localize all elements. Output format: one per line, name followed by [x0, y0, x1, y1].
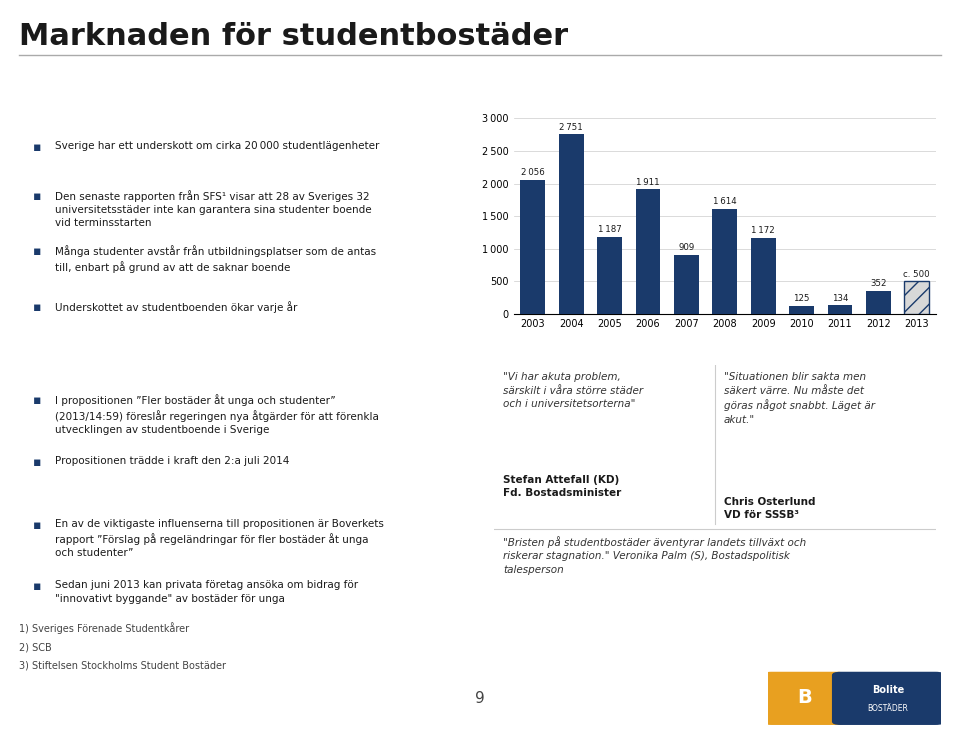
Text: "Bristen på studentbostäder äventyrar landets tillväxt och
riskerar stagnation.": "Bristen på studentbostäder äventyrar la… — [503, 537, 806, 575]
Text: 1 614: 1 614 — [713, 197, 736, 206]
Text: ▪: ▪ — [33, 580, 41, 593]
Text: 1) Sveriges Förenade Studentkårer: 1) Sveriges Förenade Studentkårer — [19, 622, 189, 634]
Bar — [828, 305, 852, 314]
Bar — [674, 255, 699, 314]
Text: "Vi har akuta problem,
särskilt i våra större städer
och i universitetsorterna": "Vi har akuta problem, särskilt i våra s… — [503, 372, 643, 409]
FancyBboxPatch shape — [832, 672, 945, 725]
Text: ▪: ▪ — [33, 395, 41, 407]
Text: Chris Osterlund
VD för SSSB³: Chris Osterlund VD för SSSB³ — [724, 497, 816, 520]
Text: 1 187: 1 187 — [598, 225, 621, 234]
Text: I propositionen ”Fler bostäder åt unga och studenter”
(2013/14:59) föreslår rege: I propositionen ”Fler bostäder åt unga o… — [55, 395, 378, 435]
Bar — [520, 180, 545, 314]
Text: Sverige har ett underskott om cirka 20 000 studentlägenheter: Sverige har ett underskott om cirka 20 0… — [55, 140, 379, 151]
Text: "Situationen blir sakta men
säkert värre. Nu måste det
göras något snabbt. Läget: "Situationen blir sakta men säkert värre… — [724, 372, 875, 425]
Bar — [904, 282, 929, 314]
Text: Bakgrund: Bakgrund — [195, 86, 285, 104]
Text: Marknaden för studentbostäder: Marknaden för studentbostäder — [19, 22, 568, 51]
Text: 909: 909 — [679, 243, 694, 252]
Text: ▪: ▪ — [33, 455, 41, 469]
Text: BOSTÄDER: BOSTÄDER — [868, 704, 908, 713]
Text: Politiska kommentarer: Politiska kommentarer — [609, 336, 822, 353]
Text: Den senaste rapporten från SFS¹ visar att 28 av Sveriges 32
universitetsstäder i: Den senaste rapporten från SFS¹ visar at… — [55, 190, 372, 228]
Text: 134: 134 — [831, 293, 849, 303]
Text: 125: 125 — [793, 294, 810, 303]
Text: Underskottet av studentboenden ökar varje år: Underskottet av studentboenden ökar varj… — [55, 301, 297, 313]
Text: Många studenter avstår från utbildningsplatser som de antas
till, enbart på grun: Många studenter avstår från utbildningsp… — [55, 245, 375, 273]
Text: ▪: ▪ — [33, 301, 41, 314]
Text: ▪: ▪ — [33, 520, 41, 532]
Text: 352: 352 — [870, 279, 887, 288]
Bar — [751, 237, 776, 314]
Text: 2 751: 2 751 — [560, 123, 583, 132]
Text: Propositionen trädde i kraft den 2:a juli 2014: Propositionen trädde i kraft den 2:a jul… — [55, 455, 289, 466]
FancyBboxPatch shape — [763, 672, 846, 725]
Text: c. 500: c. 500 — [903, 270, 930, 279]
Text: Stefan Attefall (KD)
Fd. Bostadsminister: Stefan Attefall (KD) Fd. Bostadsminister — [503, 475, 621, 498]
Text: ▪: ▪ — [33, 140, 41, 154]
Bar — [636, 189, 660, 314]
Text: Färdigställda studentbostäder²: Färdigställda studentbostäder² — [569, 86, 861, 104]
Text: Sedan juni 2013 kan privata företag ansöka om bidrag för
"innovativt byggande" a: Sedan juni 2013 kan privata företag ansö… — [55, 580, 358, 604]
Text: 9: 9 — [475, 691, 485, 706]
Text: ▪: ▪ — [33, 245, 41, 259]
Text: B: B — [797, 687, 811, 706]
Text: ▪: ▪ — [33, 190, 41, 203]
Text: Bolite: Bolite — [872, 685, 904, 695]
Text: 1 911: 1 911 — [636, 177, 660, 187]
Bar — [559, 134, 584, 314]
Text: Boverket - Lagändringar: Boverket - Lagändringar — [126, 336, 354, 353]
Text: 2 056: 2 056 — [521, 168, 544, 177]
Text: En av de viktigaste influenserna till propositionen är Boverkets
rapport ”Försla: En av de viktigaste influenserna till pr… — [55, 520, 383, 558]
Bar — [712, 208, 737, 314]
Bar — [789, 306, 814, 314]
Text: 1 172: 1 172 — [752, 226, 775, 235]
Text: 2) SCB: 2) SCB — [19, 642, 52, 653]
Bar — [866, 291, 891, 314]
Text: 3) Stiftelsen Stockholms Student Bostäder: 3) Stiftelsen Stockholms Student Bostäde… — [19, 661, 227, 671]
Bar — [597, 236, 622, 314]
